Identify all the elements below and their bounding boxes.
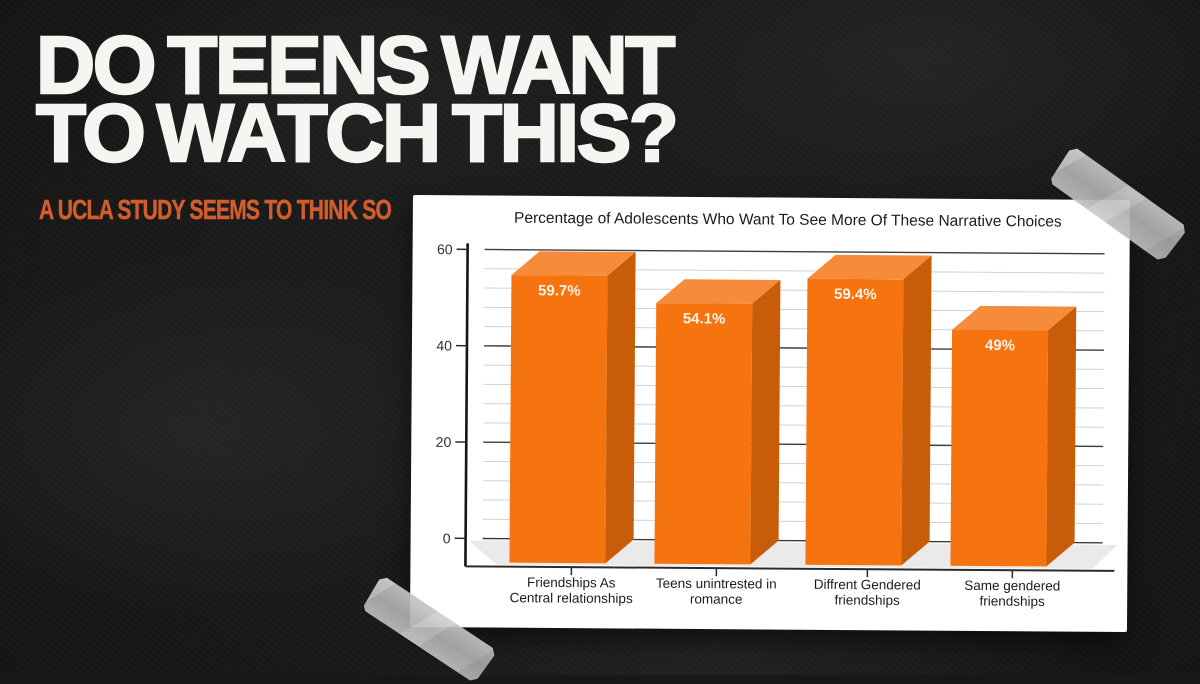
chart-card: Percentage of Adolescents Who Want To Se…: [410, 195, 1130, 632]
y-axis-line: [465, 243, 467, 566]
bar-front-face: [654, 303, 752, 564]
bar-value-label: 54.1%: [683, 310, 726, 327]
slide-title: DO TEENS WANT TO WATCH THIS?: [36, 32, 676, 168]
bar-value-label: 49%: [985, 337, 1015, 354]
bar-side-face: [605, 252, 635, 564]
bar-side-face: [1046, 306, 1076, 566]
bar-side-face: [901, 255, 931, 565]
y-tick-label: 60: [437, 241, 453, 257]
chart-title: Percentage of Adolescents Who Want To Se…: [514, 210, 1062, 231]
bar-side-face: [750, 280, 780, 565]
bar-value-label: 59.7%: [538, 282, 581, 299]
y-tick-label: 40: [436, 337, 452, 353]
bar-value-label: 59.4%: [834, 286, 877, 303]
y-tick-label: 0: [443, 530, 451, 546]
bar-front-face: [950, 330, 1048, 567]
bar-front-face: [805, 279, 903, 566]
bar-front-face: [509, 275, 607, 563]
slide-subtitle: A UCLA STUDY SEEMS TO THINK SO: [39, 194, 391, 226]
y-tick-label: 20: [436, 434, 452, 450]
slide-title-line2: TO WATCH THIS?: [36, 100, 676, 168]
bar-chart-svg: Percentage of Adolescents Who Want To Se…: [410, 195, 1130, 632]
